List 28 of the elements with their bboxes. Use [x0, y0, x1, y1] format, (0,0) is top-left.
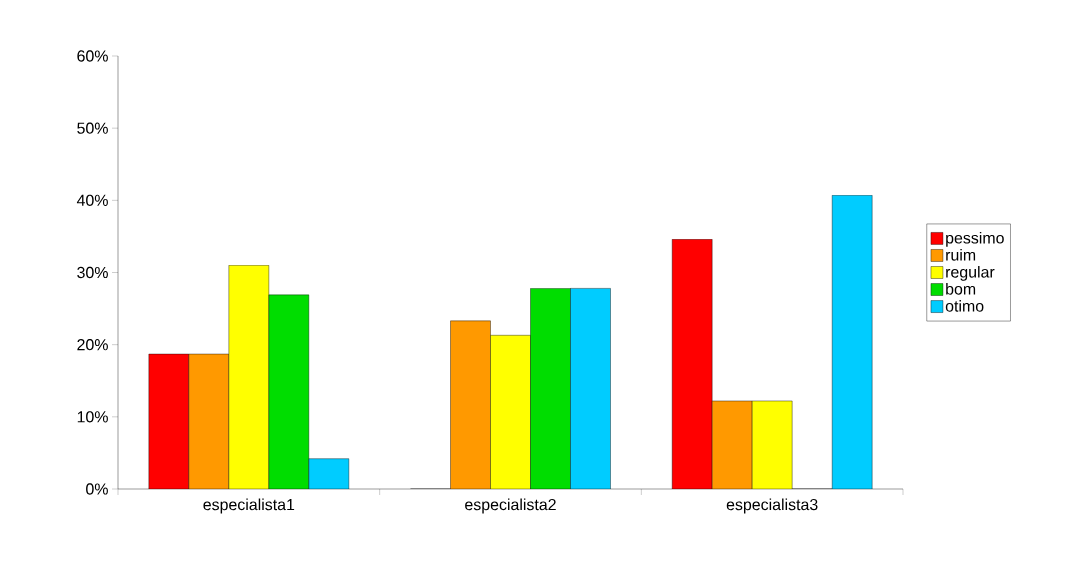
y-tick-label: 30%: [77, 266, 108, 279]
bar: [831, 195, 873, 489]
bar: [671, 239, 713, 489]
y-tick-label: 40%: [76, 194, 108, 206]
bar: [530, 288, 571, 489]
bar: [751, 400, 793, 489]
y-tick-label: 0%: [86, 483, 108, 495]
x-tick-label: especialista3: [726, 498, 818, 514]
bar: [148, 354, 189, 489]
legend-label: regular: [946, 265, 995, 281]
bar: [570, 288, 611, 489]
y-tick-label: 60%: [77, 50, 108, 62]
bar: [188, 354, 229, 489]
bar: [711, 400, 753, 489]
legend-label: ruim: [946, 248, 976, 261]
legend-label: bom: [946, 283, 976, 295]
x-tick-label: especialista1: [203, 498, 295, 514]
bar: [308, 458, 349, 489]
y-tick-label: 10%: [77, 411, 108, 423]
x-tick-label: especialista2: [465, 498, 556, 514]
y-tick-label: 50%: [77, 122, 108, 134]
legend-label: otimo: [945, 300, 984, 312]
legend-label: pessimo: [946, 231, 1004, 247]
y-tick-label: 20%: [77, 339, 108, 351]
bar: [450, 320, 491, 489]
bar: [268, 294, 309, 489]
bar: [490, 335, 531, 489]
bar: [228, 265, 269, 489]
